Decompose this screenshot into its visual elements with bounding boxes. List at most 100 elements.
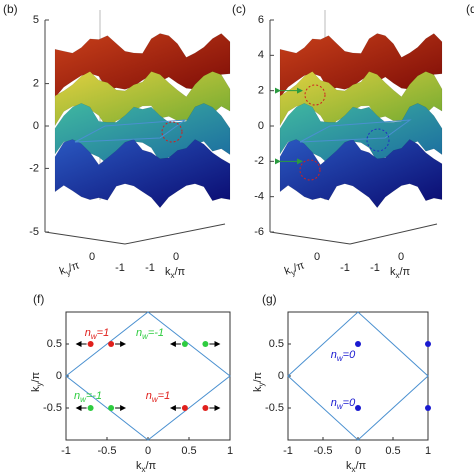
ky-axis-label-main: k (58, 264, 68, 277)
x-tick-label: -0.5 (98, 445, 117, 457)
annotation-rest: =-1 (148, 327, 164, 339)
panel-label: (d (466, 2, 474, 16)
point (425, 405, 431, 411)
annotation-rest: =-1 (86, 390, 102, 402)
ky-axis-label-sub: y (65, 268, 72, 278)
annotation-sub: w (80, 395, 87, 404)
x-axis-label-rest: /π (356, 460, 367, 472)
y-axis-label: ky/π (252, 371, 266, 392)
bz-outline (299, 119, 412, 143)
y-axis-label-main: k (252, 386, 264, 392)
y-axis-label-sub: y (257, 383, 266, 387)
box-edge (269, 231, 351, 245)
y-axis-label-rest: /π (30, 371, 42, 382)
x-axis-label-main: k (346, 460, 352, 472)
annotation-sub: w (337, 402, 344, 411)
highlight (304, 84, 326, 106)
plot-frame (287, 311, 429, 441)
y-tick-label: 0.5 (47, 338, 62, 350)
z-tick-label: -6 (254, 226, 264, 238)
y-tick-label: -0.5 (265, 402, 284, 414)
point (355, 341, 361, 347)
box-edge (349, 223, 438, 245)
annotation-rest: =1 (158, 390, 171, 402)
annotation-main: n (331, 349, 337, 361)
ky-tick-label: 0 (314, 251, 320, 263)
y-axis-label: ky/π (30, 371, 44, 392)
annotation-main: n (85, 327, 91, 339)
annotation-sub: w (142, 332, 149, 341)
x-axis-label-sub: x (352, 465, 356, 474)
x-axis-label-main: k (136, 460, 142, 472)
x-tick-label: 0 (145, 445, 151, 457)
kx-axis-label-main: k (390, 266, 396, 278)
y-axis-label-main: k (30, 386, 42, 392)
annotation: nw=0 (331, 397, 356, 411)
point (202, 405, 209, 411)
point (355, 405, 361, 411)
x-tick-label: 1 (425, 445, 431, 457)
kx-tick-label: -1 (370, 262, 380, 274)
annotation-sub: w (337, 354, 344, 363)
annotation-main: n (146, 390, 152, 402)
ky-axis-label: ky/π (283, 259, 307, 279)
y-tick-label: -0.5 (43, 402, 62, 414)
panel-label: (g) (262, 292, 277, 306)
z-tick-label: 0 (258, 120, 264, 132)
annotation-main: n (74, 390, 80, 402)
annotation-sub: w (91, 332, 98, 341)
kx-axis-label-rest: /π (175, 266, 186, 278)
z-tick-label: -2 (29, 162, 39, 174)
ky-axis-label-main: k (283, 264, 293, 277)
box-edge (44, 231, 126, 245)
annotation-sub: w (152, 395, 159, 404)
ky-axis-label-sub: y (290, 268, 297, 278)
ky-axis-label-rest: /π (292, 259, 306, 274)
highlight (299, 159, 321, 181)
annotation-main: n (331, 397, 337, 409)
band-surface (54, 139, 231, 209)
kx-axis-label-sub: x (396, 271, 400, 280)
band-surface (279, 139, 443, 209)
annotation: nw=1 (85, 327, 109, 341)
x-tick-label: 0.5 (385, 445, 400, 457)
point (87, 341, 94, 347)
annotation: nw=-1 (74, 390, 102, 404)
z-tick-label: -5 (29, 226, 39, 238)
kx-axis-label-rest: /π (400, 266, 411, 278)
z-tick-label: 2 (33, 78, 39, 90)
x-axis-label: kx/π (136, 460, 157, 474)
y-tick-label: 0 (56, 370, 62, 382)
highlight (366, 128, 390, 152)
ky-tick-label: -1 (115, 262, 125, 274)
x-axis-label: kx/π (346, 460, 367, 474)
x-tick-label: -1 (283, 445, 293, 457)
point (425, 341, 431, 347)
y-tick-label: 0.5 (269, 338, 284, 350)
kx-tick-label: -1 (145, 262, 155, 274)
kx-axis-label: kx/π (390, 266, 411, 280)
kx-axis-label-sub: x (171, 271, 175, 280)
z-tick-label: -4 (254, 191, 264, 203)
point (181, 405, 188, 411)
panel-label: (b) (3, 2, 18, 16)
annotation-main: n (136, 327, 142, 339)
annotation: nw=-1 (136, 327, 164, 341)
x-axis-label-rest: /π (146, 460, 157, 472)
annotation: nw=0 (331, 349, 356, 363)
x-tick-label: -1 (61, 445, 71, 457)
annotation-rest: =1 (97, 327, 110, 339)
bz-outline (74, 119, 187, 143)
x-tick-label: 1 (227, 445, 233, 457)
point (87, 405, 94, 411)
point (108, 405, 115, 411)
annotation-rest: =0 (343, 397, 356, 409)
x-tick-label: 0 (355, 445, 361, 457)
x-tick-label: -0.5 (314, 445, 333, 457)
highlight (161, 121, 183, 143)
bz-outline (287, 311, 429, 441)
z-tick-label: 4 (258, 49, 264, 61)
z-tick-label: 6 (258, 14, 264, 26)
kx-tick-label: 0 (173, 251, 179, 263)
